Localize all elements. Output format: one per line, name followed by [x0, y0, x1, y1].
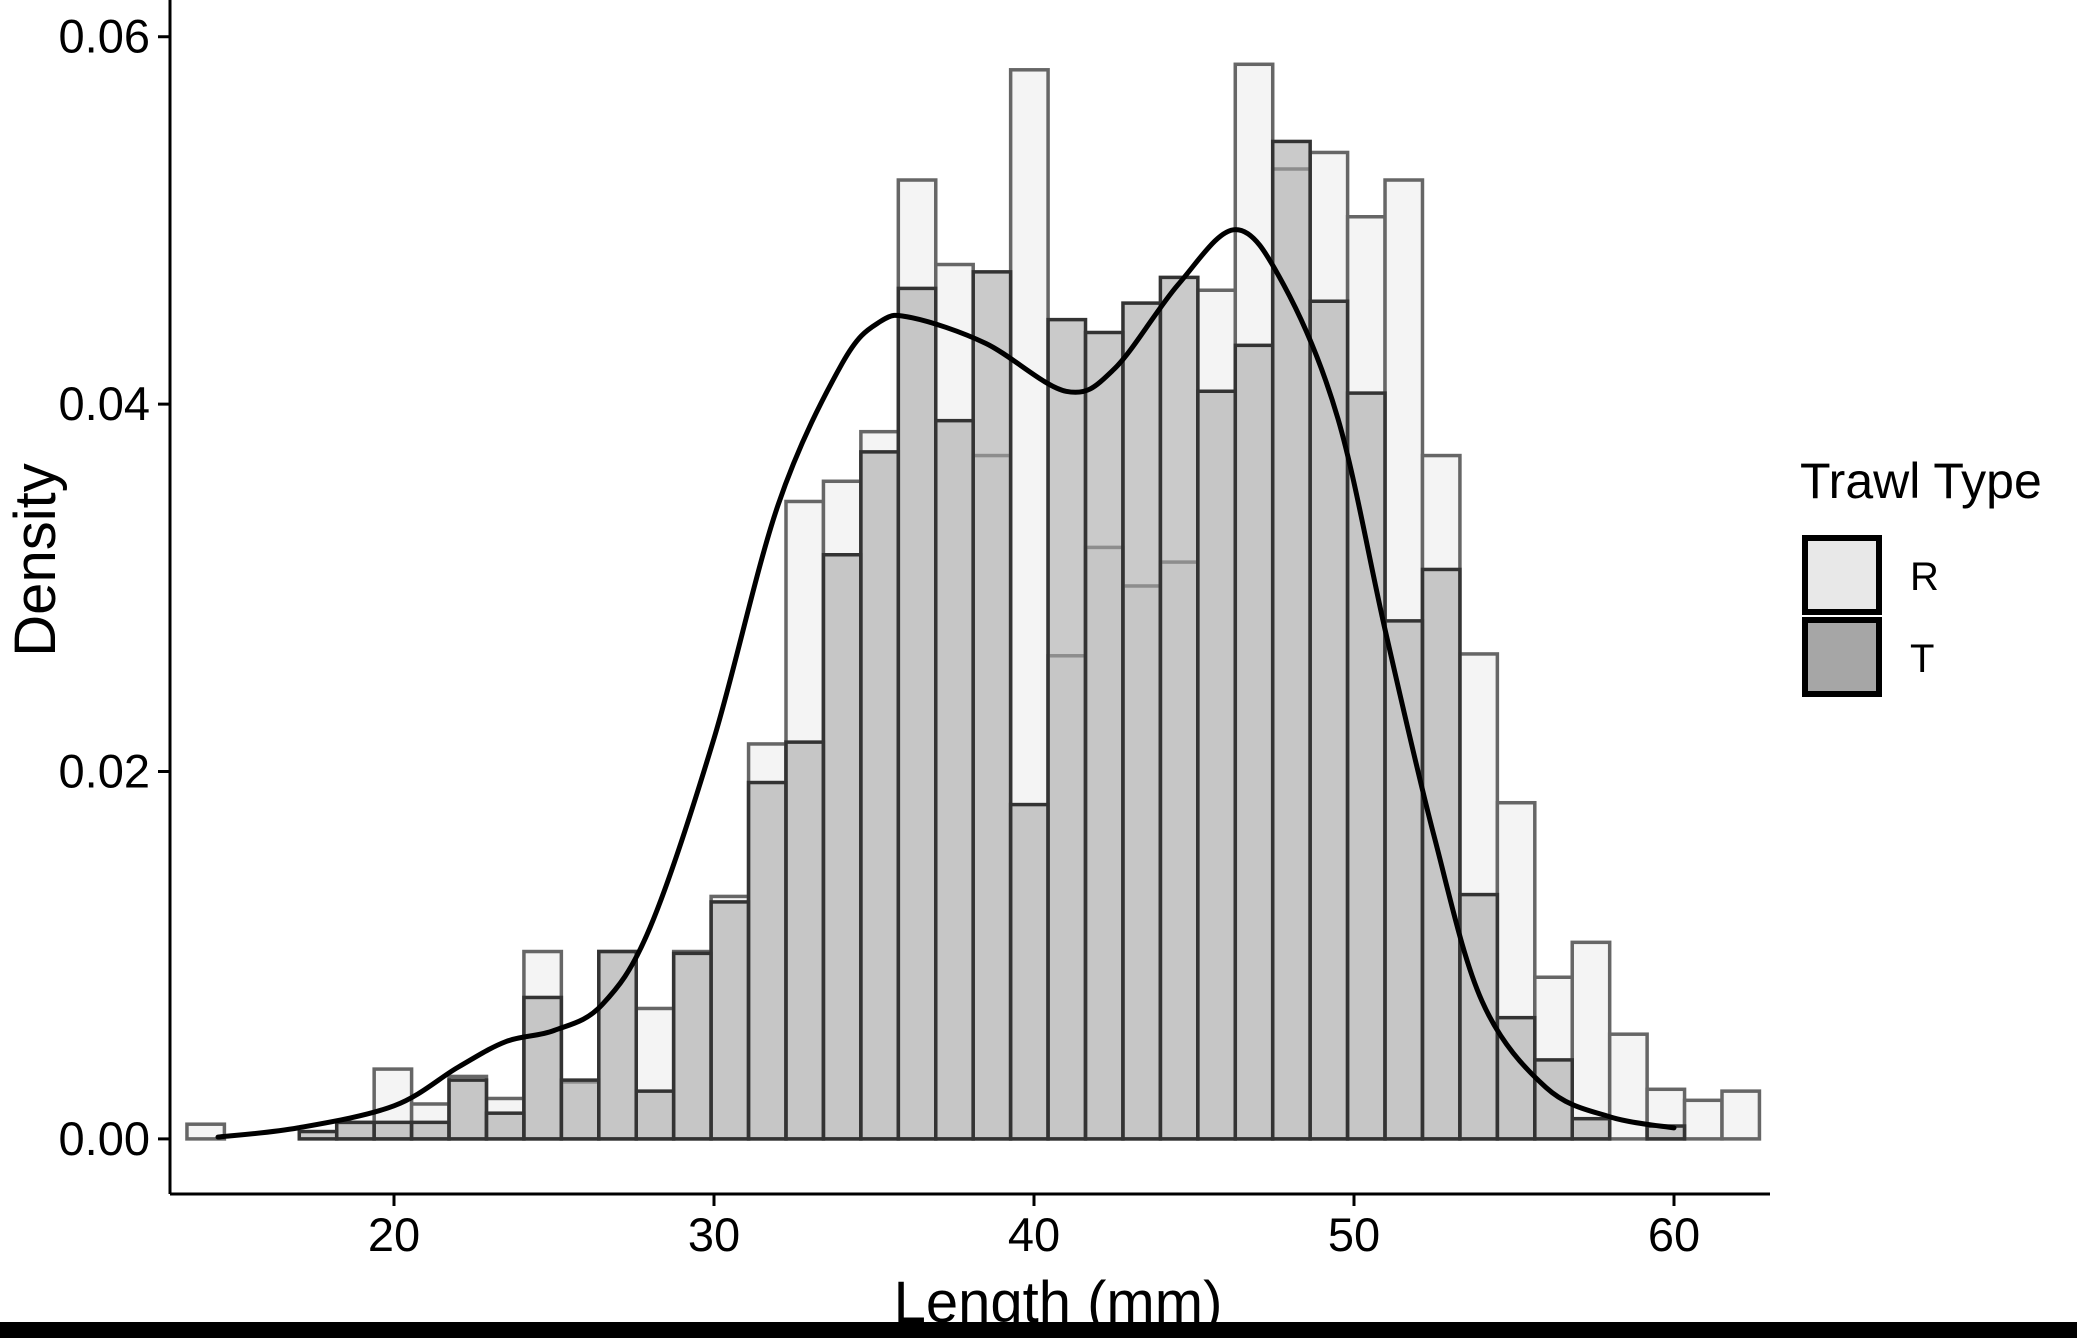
legend-label-r: R — [1910, 555, 1939, 599]
y-tick-label: 0.02 — [59, 745, 150, 798]
bar-t-17 — [821, 553, 863, 1141]
bar-t-22 — [1008, 802, 1050, 1141]
legend-key-t — [1802, 617, 1882, 697]
bar-t-9 — [522, 995, 564, 1141]
bar-t-12 — [634, 1089, 676, 1141]
bar-t-7 — [447, 1078, 489, 1141]
legend: Trawl Type R T — [1800, 453, 2042, 697]
bar-t-37 — [1570, 1116, 1612, 1141]
y-tick-label: 0.06 — [59, 10, 150, 63]
legend-key-r — [1802, 535, 1882, 615]
bar-t-32 — [1383, 619, 1425, 1141]
bar-t-27 — [1196, 389, 1238, 1141]
bar-t-28 — [1233, 343, 1275, 1141]
x-tick-label: 30 — [688, 1208, 740, 1261]
bar-t-20 — [934, 418, 975, 1141]
y-tick-label: 0.04 — [59, 377, 150, 430]
bar-t-15 — [746, 780, 788, 1141]
bar-t-29 — [1270, 139, 1312, 1141]
density-curve — [215, 227, 1677, 1140]
y-tick-label: 0.00 — [59, 1112, 150, 1165]
bar-t-10 — [559, 1078, 601, 1141]
bottom-edge-bar — [0, 1322, 2077, 1338]
bar-t-26 — [1158, 275, 1200, 1141]
bar-r-0 — [185, 1122, 227, 1141]
legend-label-t: T — [1910, 637, 1934, 681]
x-tick-label: 50 — [1328, 1208, 1380, 1261]
bar-t-13 — [671, 951, 713, 1141]
bar-t-30 — [1308, 299, 1350, 1141]
bar-t-24 — [1083, 330, 1125, 1141]
x-tick-label: 20 — [368, 1208, 420, 1261]
bar-t-36 — [1533, 1058, 1574, 1141]
y-axis-title: Density — [3, 463, 68, 656]
x-tick-label: 40 — [1008, 1208, 1060, 1261]
bar-t-25 — [1121, 301, 1163, 1141]
bar-t-23 — [1046, 317, 1088, 1141]
bar-t-3 — [297, 1129, 339, 1141]
series-t-bars — [297, 139, 1687, 1141]
y-axis-ticks: 0.00 0.02 0.04 0.06 — [59, 10, 170, 1165]
bar-t-19 — [896, 286, 938, 1141]
bar-r-40 — [1682, 1098, 1724, 1141]
legend-title: Trawl Type — [1800, 453, 2042, 509]
bar-t-4 — [334, 1120, 376, 1141]
x-axis-ticks: 20 30 40 50 60 — [368, 1194, 1700, 1261]
bar-t-8 — [484, 1111, 526, 1141]
bar-t-5 — [372, 1120, 414, 1141]
bar-t-11 — [597, 949, 638, 1141]
bar-t-16 — [784, 740, 826, 1141]
bar-t-31 — [1345, 391, 1387, 1141]
x-tick-label: 60 — [1648, 1208, 1700, 1261]
bar-t-18 — [859, 450, 901, 1141]
bar-t-6 — [409, 1120, 451, 1141]
bar-t-14 — [709, 900, 751, 1141]
bar-t-21 — [971, 270, 1013, 1141]
bar-r-41 — [1720, 1089, 1762, 1141]
